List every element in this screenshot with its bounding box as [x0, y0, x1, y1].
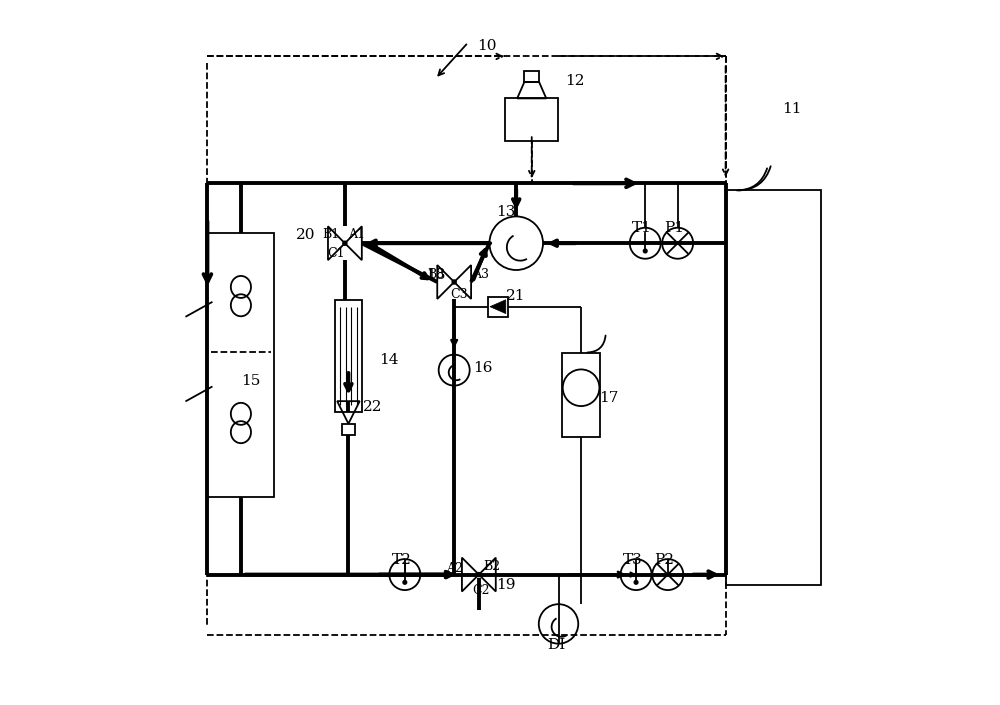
Bar	[207, 233, 274, 497]
Text: A3: A3	[472, 268, 489, 281]
Text: A1: A1	[348, 228, 365, 241]
Circle shape	[634, 580, 638, 584]
Text: T2: T2	[391, 553, 411, 567]
Circle shape	[403, 580, 407, 584]
Text: T3: T3	[623, 553, 642, 567]
Text: 22: 22	[363, 400, 382, 414]
Text: A2: A2	[446, 563, 463, 575]
Text: 19: 19	[496, 578, 516, 592]
Bar	[488, 297, 508, 317]
Bar	[562, 352, 600, 437]
Text: P1: P1	[664, 221, 684, 235]
Text: 10: 10	[477, 39, 497, 53]
Text: 18: 18	[426, 268, 445, 282]
Bar	[726, 190, 821, 585]
Polygon shape	[490, 300, 506, 314]
Text: P2: P2	[654, 553, 674, 567]
Text: B3: B3	[427, 268, 445, 281]
Text: B1: B1	[322, 228, 340, 241]
Text: 15: 15	[241, 374, 261, 388]
Text: 14: 14	[379, 352, 398, 367]
Circle shape	[477, 572, 481, 577]
Circle shape	[343, 241, 347, 245]
Text: DI: DI	[547, 638, 565, 652]
Text: 11: 11	[782, 102, 802, 116]
Circle shape	[452, 280, 456, 284]
Text: 21: 21	[506, 289, 525, 303]
Circle shape	[643, 249, 647, 253]
Bar	[335, 300, 362, 412]
Text: 20: 20	[296, 228, 315, 242]
Bar	[505, 99, 558, 141]
Bar	[342, 424, 355, 435]
Text: B2: B2	[483, 560, 500, 572]
Bar	[524, 71, 539, 82]
Text: C1: C1	[327, 247, 345, 260]
Text: C3: C3	[451, 288, 468, 301]
Text: 13: 13	[496, 204, 516, 219]
Text: T1: T1	[632, 221, 652, 235]
Text: 17: 17	[599, 391, 618, 405]
Text: 16: 16	[473, 361, 493, 375]
Text: 12: 12	[566, 74, 585, 88]
Text: C2: C2	[473, 584, 490, 596]
